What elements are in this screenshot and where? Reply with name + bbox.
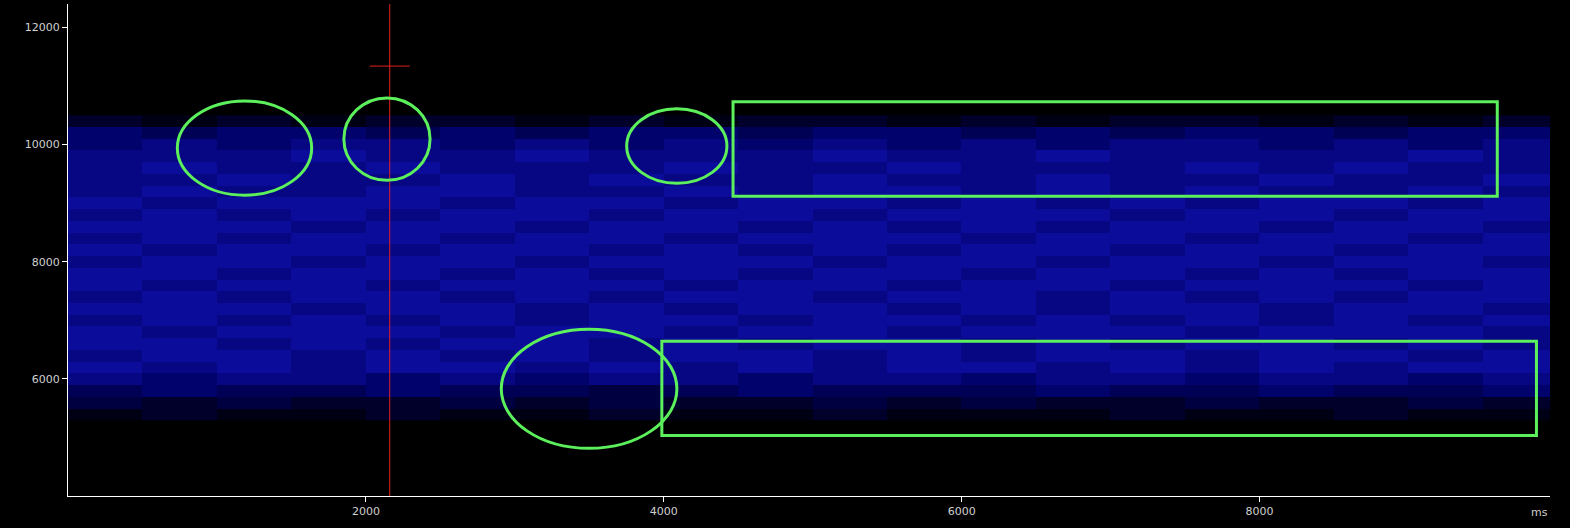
svg-text:8000: 8000 bbox=[32, 256, 60, 269]
svg-text:4000: 4000 bbox=[650, 505, 678, 518]
svg-text:2000: 2000 bbox=[352, 505, 380, 518]
svg-text:8000: 8000 bbox=[1246, 505, 1274, 518]
svg-text:10000: 10000 bbox=[25, 138, 60, 151]
svg-text:12000: 12000 bbox=[25, 21, 60, 34]
svg-text:6000: 6000 bbox=[32, 373, 60, 386]
svg-text:6000: 6000 bbox=[948, 505, 976, 518]
svg-text:ms: ms bbox=[1531, 506, 1548, 519]
